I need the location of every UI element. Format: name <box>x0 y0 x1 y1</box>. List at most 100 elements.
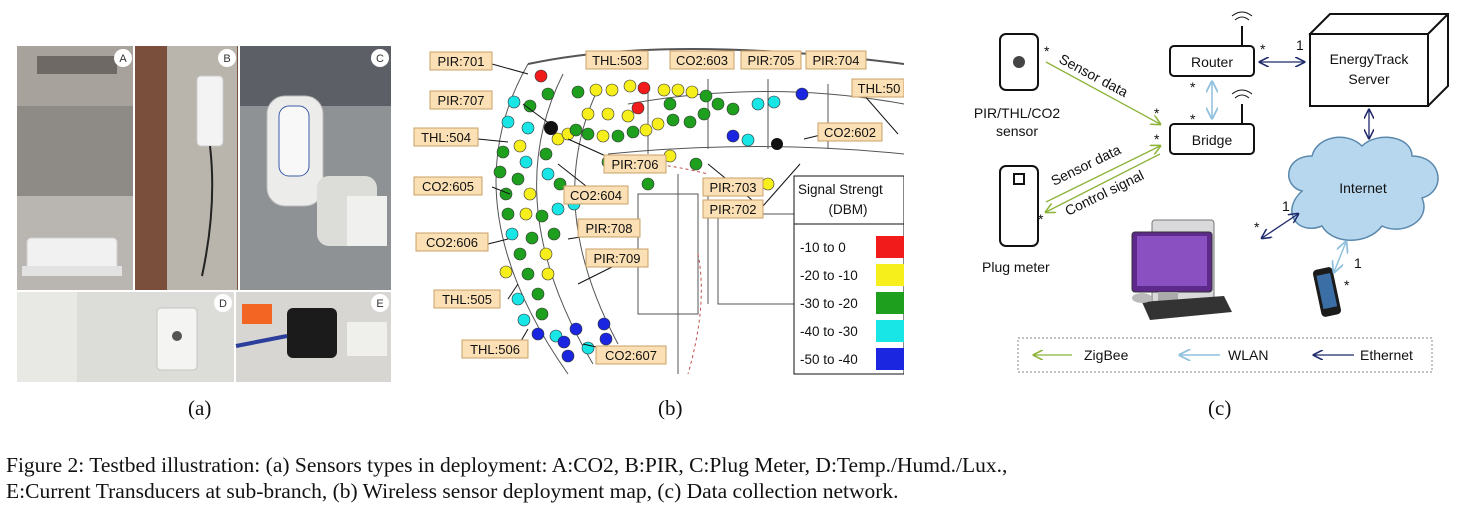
sensor-dot <box>525 231 539 245</box>
sensor-dot <box>551 202 565 216</box>
svg-text:PIR:703: PIR:703 <box>710 180 757 195</box>
panel-c-network: PIR/THL/CO2 sensor * Plug meter * Router… <box>962 6 1462 376</box>
svg-text:1: 1 <box>1282 198 1290 214</box>
sensor-dot <box>535 307 549 321</box>
gateway-marker <box>544 121 558 135</box>
sensor-dot <box>541 267 555 281</box>
legend-unit: (DBM) <box>829 202 868 217</box>
sensor-dot <box>689 157 703 171</box>
tag-co2-605: CO2:605 <box>413 176 483 196</box>
sensor-dot <box>589 83 603 97</box>
legend-color-swatch <box>876 348 904 370</box>
pir-thl-co2-sensor-node: PIR/THL/CO2 sensor * <box>974 33 1061 139</box>
sensor-dot <box>539 247 553 261</box>
svg-text:CO2:604: CO2:604 <box>570 188 622 203</box>
svg-text:*: * <box>1260 41 1266 57</box>
sensor-dot <box>651 117 665 131</box>
tag-thl-50: THL:50 <box>851 78 905 98</box>
sensor-dot <box>557 335 571 349</box>
sensor-tags: PIR:701 THL:503 CO2:603 PIR:705 PIR:704 … <box>413 50 905 365</box>
legend-range-label: -50 to -40 <box>800 352 858 367</box>
sensor-label-line1: PIR/THL/CO2 <box>974 105 1061 121</box>
legend-color-swatch <box>876 320 904 342</box>
sensor-dot <box>795 87 809 101</box>
sensor-dot <box>611 129 625 143</box>
figure-caption: Figure 2: Testbed illustration: (a) Sens… <box>6 452 1471 504</box>
svg-text:*: * <box>1190 79 1196 95</box>
photo-b-pir-sensor: B <box>135 46 238 290</box>
sensor-dot <box>685 85 699 99</box>
signal-strength-legend: Signal Strengt (DBM) -10 to 0 -20 to -10 -… <box>793 175 905 375</box>
sensor-dot <box>571 85 585 99</box>
sensor-dot <box>501 207 515 221</box>
photo-e-current-transducer: E <box>235 292 391 382</box>
svg-text:PIR:701: PIR:701 <box>438 54 485 69</box>
legend-zigbee: ZigBee <box>1084 347 1129 363</box>
tag-pir-702: PIR:702 <box>702 199 764 219</box>
sensor-dot <box>596 129 610 143</box>
sensor-dot <box>539 147 553 161</box>
svg-text:*: * <box>1038 211 1044 227</box>
sensor-dot <box>663 97 677 111</box>
sensor-dot <box>581 341 595 355</box>
svg-text:*: * <box>1154 131 1160 147</box>
sensor-dot <box>521 267 535 281</box>
sensor-dot <box>599 332 613 346</box>
photo-c-plug-meter: C <box>240 46 391 290</box>
tag-pir-704: PIR:704 <box>805 50 867 70</box>
sensor-dot <box>513 247 527 261</box>
sensor-dot <box>671 83 685 97</box>
caption-line-2: E:Current Transducers at sub-branch, (b)… <box>6 479 899 503</box>
sensor-dot <box>505 227 519 241</box>
tag-co2-606: CO2:606 <box>415 232 489 252</box>
sensor-dot <box>519 155 533 169</box>
deployment-map: PIR:701 THL:503 CO2:603 PIR:705 PIR:704 … <box>413 48 905 375</box>
svg-text:THL:50: THL:50 <box>858 81 901 96</box>
sensor-dot <box>741 133 755 147</box>
sensor-dot <box>534 69 548 83</box>
tag-pir-709: PIR:709 <box>585 248 649 268</box>
plug-meter-label: Plug meter <box>982 259 1050 275</box>
photo-d-thl-sensor: D <box>17 292 234 382</box>
svg-text:*: * <box>1154 105 1160 121</box>
sensor-dot <box>657 83 671 97</box>
photo-a-letter: A <box>119 53 127 65</box>
svg-text:CO2:605: CO2:605 <box>422 179 474 194</box>
sensor-dot <box>561 349 575 363</box>
sensor-dot <box>639 123 653 137</box>
svg-text:1: 1 <box>1296 37 1304 53</box>
svg-text:*: * <box>1254 219 1260 235</box>
plug-meter-node: Plug meter * <box>982 165 1050 275</box>
tag-pir-701: PIR:701 <box>429 51 493 71</box>
tag-pir-708: PIR:708 <box>577 218 641 238</box>
sensor-dot <box>597 317 611 331</box>
legend-range-label: -30 to -20 <box>800 296 858 311</box>
sensor-dot <box>511 172 525 186</box>
svg-text:THL:504: THL:504 <box>421 130 471 145</box>
sensor-dot <box>683 115 697 129</box>
sensor-dot <box>569 322 583 336</box>
svg-text:*: * <box>1044 43 1050 59</box>
sensor-dot <box>496 145 510 159</box>
sensor-dot <box>605 83 619 97</box>
sensor-dot <box>711 97 725 111</box>
legend-title: Signal Strengt <box>798 182 883 197</box>
bridge-node: Bridge * * * <box>1154 89 1255 155</box>
bridge-label: Bridge <box>1192 132 1233 148</box>
legend-color-swatch <box>876 236 904 258</box>
sensor-dot <box>523 99 537 113</box>
internet-cloud: Internet 1 1 <box>1282 136 1439 271</box>
legend-color-swatch <box>876 292 904 314</box>
sensor-dot <box>519 207 533 221</box>
server-label-line1: EnergyTrack <box>1330 51 1410 67</box>
sensor-dot <box>507 95 521 109</box>
sensor-dot <box>521 121 535 135</box>
sensor-dot <box>761 177 775 191</box>
sensor-dot <box>499 187 513 201</box>
photo-d-letter: D <box>219 298 227 310</box>
sensor-dot <box>767 95 781 109</box>
svg-text:1: 1 <box>1354 255 1362 271</box>
sensor-dot <box>541 167 555 181</box>
sensor-dot <box>513 139 527 153</box>
router-node: Router * * <box>1169 11 1266 95</box>
